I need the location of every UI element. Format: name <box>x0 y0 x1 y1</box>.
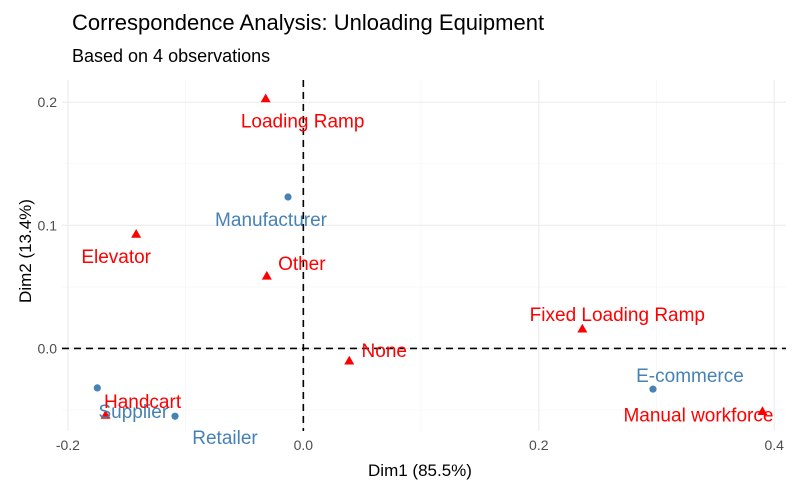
point-label-elevator: Elevator <box>81 247 151 268</box>
point-label-supplier: Supplier <box>98 402 168 423</box>
point-labels: Manufacturer Supplier Retailer E-commerce Lo… <box>81 111 773 449</box>
point-marker-other <box>261 270 272 280</box>
tick-labels: -0.2 0.0 0.2 0.4 0.0 0.1 0.2 <box>38 94 785 453</box>
point-label-retailer: Retailer <box>192 428 258 449</box>
y-axis-title: Dim2 (13.4%) <box>16 199 35 303</box>
y-tick-label: 0.0 <box>38 340 58 356</box>
point-marker-loading-ramp <box>260 93 271 103</box>
point-label-none: None <box>362 341 407 362</box>
point-marker-supplier <box>93 384 101 392</box>
x-tick-label: -0.2 <box>56 437 80 453</box>
point-marker-handcart <box>100 409 111 419</box>
point-marker-manual-workforce <box>757 406 768 416</box>
y-tick-label: 0.2 <box>38 94 58 110</box>
point-label-loading-ramp: Loading Ramp <box>241 111 365 132</box>
point-label-handcart: Handcart <box>104 392 182 413</box>
x-tick-label: 0.4 <box>764 437 784 453</box>
x-tick-label: 0.0 <box>294 437 314 453</box>
y-tick-label: 0.1 <box>38 217 58 233</box>
point-label-manufacturer: Manufacturer <box>215 210 328 231</box>
point-marker-manufacturer <box>284 193 292 201</box>
reference-lines <box>62 80 786 431</box>
point-label-fixed-loading-ramp: Fixed Loading Ramp <box>530 305 705 326</box>
point-marker-fixed-loading-ramp <box>577 323 588 333</box>
point-marker-e-commerce <box>649 385 657 393</box>
x-tick-label: 0.2 <box>529 437 549 453</box>
x-axis-title: Dim1 (85.5%) <box>368 461 472 480</box>
point-label-other: Other <box>278 254 326 275</box>
point-marker-elevator <box>131 228 142 238</box>
point-marker-retailer <box>171 412 179 420</box>
chart-title: Correspondence Analysis: Unloading Equip… <box>72 10 544 35</box>
point-label-e-commerce: E-commerce <box>636 366 744 387</box>
chart-subtitle: Based on 4 observations <box>72 46 270 66</box>
point-label-manual-workforce: Manual workforce <box>623 405 773 426</box>
data-points <box>93 93 768 420</box>
point-marker-none <box>344 355 355 365</box>
